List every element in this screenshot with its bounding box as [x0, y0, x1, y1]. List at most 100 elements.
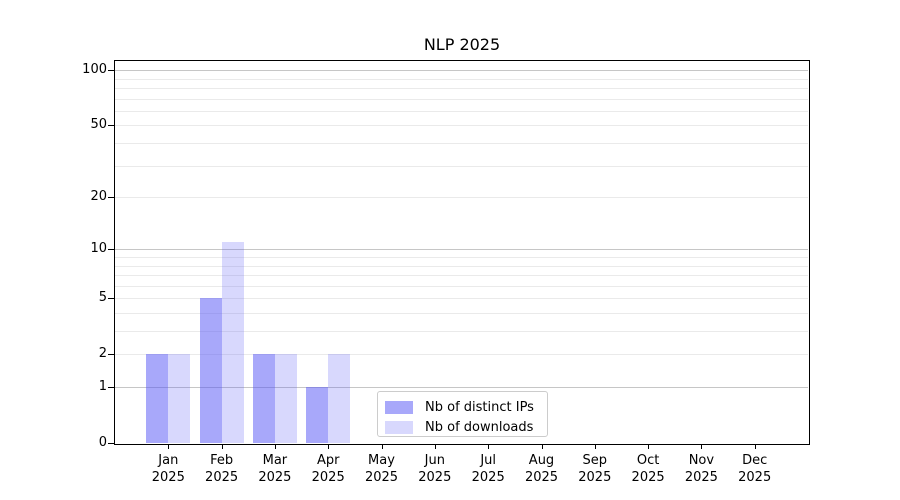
x-tick-label: Jul 2025: [456, 452, 520, 486]
y-tick-label: 0: [98, 435, 107, 450]
x-tick-year: 2025: [151, 470, 185, 485]
x-tick-year: 2025: [738, 470, 772, 485]
y-tick-mark: [108, 249, 114, 251]
legend: Nb of distinct IPs Nb of downloads: [377, 391, 548, 437]
bar: [306, 387, 329, 443]
gridline-minor: [115, 354, 808, 356]
x-tick-mark: [328, 445, 330, 449]
x-tick-month: Dec: [742, 453, 768, 468]
gridline-major: [115, 70, 808, 72]
bar: [199, 298, 222, 443]
bar: [221, 242, 244, 443]
bar: [274, 354, 297, 443]
chart-title: NLP 2025: [423, 35, 501, 54]
x-tick-year: 2025: [364, 470, 399, 485]
y-tick-mark: [108, 298, 114, 300]
gridline-minor: [115, 298, 808, 300]
gridline-minor: [115, 87, 808, 89]
legend-label: Nb of downloads: [425, 420, 534, 435]
x-tick-label: Nov 2025: [669, 452, 733, 486]
x-tick-year: 2025: [524, 470, 559, 485]
x-tick-mark: [381, 445, 383, 449]
y-tick-mark: [108, 443, 114, 444]
x-tick-month: Jun: [424, 453, 445, 468]
x-tick-label: Oct 2025: [616, 452, 680, 486]
bar: [146, 354, 169, 443]
x-tick-month: May: [368, 453, 395, 468]
x-tick-year: 2025: [471, 470, 505, 485]
y-tick-mark: [108, 70, 114, 72]
legend-entry: Nb of downloads: [385, 418, 539, 437]
x-tick-month: Aug: [528, 453, 555, 468]
gridline-minor: [115, 98, 808, 100]
gridline-minor: [115, 256, 808, 258]
x-tick-month: Feb: [210, 453, 234, 468]
y-tick-label: 1: [98, 379, 107, 394]
x-tick-mark: [168, 445, 170, 449]
bar: [328, 354, 351, 443]
x-tick-mark: [488, 445, 490, 449]
x-tick-label: Jan 2025: [136, 452, 200, 486]
x-tick-label: Aug 2025: [510, 452, 574, 486]
x-tick-year: 2025: [631, 470, 665, 485]
gridline-minor: [115, 331, 808, 332]
x-tick-mark: [594, 445, 596, 449]
legend-entry: Nb of distinct IPs: [385, 398, 539, 417]
bar: [252, 354, 275, 443]
x-tick-label: May 2025: [350, 452, 414, 486]
y-tick-label: 5: [98, 290, 107, 306]
gridline-minor: [115, 312, 808, 314]
x-tick-month: Oct: [636, 453, 660, 468]
x-tick-label: Mar 2025: [243, 452, 307, 486]
x-tick-mark: [541, 445, 543, 449]
gridline-minor: [115, 165, 808, 167]
x-tick-label: Feb 2025: [190, 452, 254, 486]
x-tick-month: Nov: [688, 453, 715, 468]
gridline-minor: [115, 275, 808, 276]
y-tick-label: 20: [90, 189, 107, 204]
x-tick-mark: [434, 445, 436, 449]
x-tick-label: Apr 2025: [296, 452, 360, 486]
x-tick-mark: [701, 445, 703, 449]
gridline-minor: [115, 285, 808, 287]
y-tick-label: 100: [82, 62, 107, 78]
legend-swatch: [385, 401, 413, 414]
legend-label: Nb of distinct IPs: [425, 400, 534, 415]
gridline-major: [115, 387, 808, 388]
x-tick-year: 2025: [258, 470, 292, 485]
x-tick-month: Apr: [316, 453, 340, 468]
x-tick-mark: [274, 445, 276, 449]
gridline-minor: [115, 78, 808, 80]
axes-frame: [114, 60, 810, 445]
gridline-minor: [115, 265, 808, 267]
x-tick-year: 2025: [311, 470, 345, 485]
gridline-minor: [115, 197, 808, 198]
legend-swatch: [385, 421, 413, 434]
y-tick-label: 2: [98, 346, 107, 362]
y-tick-mark: [108, 197, 114, 198]
bar: [168, 354, 191, 443]
x-tick-year: 2025: [578, 470, 612, 485]
x-tick-mark: [648, 445, 650, 449]
gridline-minor: [115, 142, 808, 144]
x-tick-label: Dec 2025: [723, 452, 787, 486]
x-tick-year: 2025: [418, 470, 452, 485]
y-tick-mark: [108, 387, 114, 388]
x-tick-label: Sep 2025: [563, 452, 627, 486]
y-tick-label: 50: [90, 117, 107, 133]
gridline-minor: [115, 110, 808, 112]
x-tick-label: Jun 2025: [403, 452, 467, 486]
x-tick-month: Sep: [582, 453, 608, 468]
gridline-major: [115, 249, 808, 251]
x-tick-year: 2025: [684, 470, 718, 485]
x-tick-mark: [754, 445, 756, 449]
plot-area: [115, 61, 808, 443]
y-tick-mark: [108, 354, 114, 356]
gridline-minor: [115, 125, 808, 127]
y-tick-label: 10: [90, 241, 107, 257]
x-tick-year: 2025: [205, 470, 239, 485]
x-tick-month: Jul: [480, 453, 497, 468]
x-tick-mark: [221, 445, 223, 449]
y-tick-mark: [108, 125, 114, 127]
x-tick-month: Jan: [158, 453, 179, 468]
